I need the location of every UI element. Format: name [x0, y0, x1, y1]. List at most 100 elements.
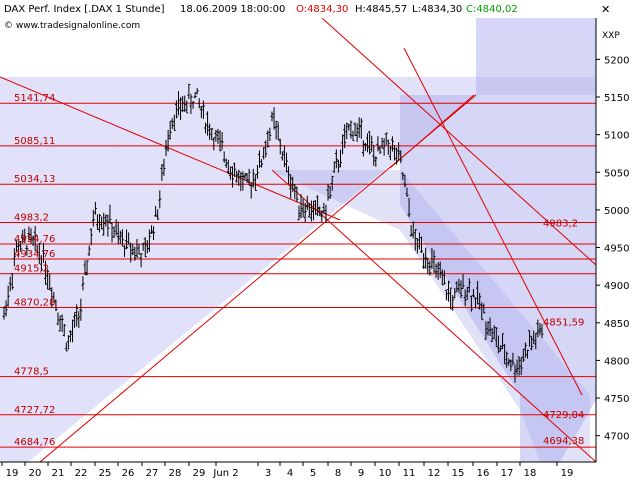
- price-bar: [68, 330, 72, 343]
- price-bar: [328, 186, 332, 199]
- y-tick-label: 5000: [604, 206, 629, 217]
- price-bar: [532, 330, 536, 345]
- x-tick-label: 9: [358, 468, 364, 479]
- x-tick-label: 27: [146, 468, 159, 479]
- price-bar: [415, 238, 419, 254]
- price-bar: [461, 273, 465, 290]
- price-bar: [149, 225, 153, 235]
- price-bar: [257, 150, 261, 168]
- x-tick-label: 15: [452, 468, 465, 479]
- x-tick-label: 8: [335, 468, 341, 479]
- price-bar: [411, 221, 415, 239]
- price-bar: [326, 183, 330, 201]
- price-bar: [91, 209, 95, 227]
- x-tick-label: 28: [169, 468, 182, 479]
- price-bar: [351, 130, 355, 142]
- price-bar: [2, 306, 6, 320]
- price-bar: [174, 100, 178, 119]
- price-bar: [21, 229, 25, 244]
- price-bar: [482, 303, 486, 314]
- price-bar: [540, 323, 544, 339]
- price-bar: [513, 364, 517, 383]
- price-bar: [334, 149, 338, 169]
- price-bar: [187, 83, 191, 99]
- price-bar: [54, 299, 58, 312]
- price-bar: [386, 139, 390, 155]
- right-annotations: 4983,2 4851,59 4729,04 4694,38: [543, 219, 584, 447]
- level-label: 4954,76: [14, 234, 55, 245]
- price-bar: [230, 166, 234, 188]
- price-bar: [305, 195, 309, 211]
- price-bar: [413, 229, 417, 251]
- price-bar: [56, 312, 60, 326]
- level-label: 4934,76: [14, 249, 55, 260]
- level-label: 4727,72: [14, 405, 55, 416]
- price-bar: [276, 122, 280, 140]
- price-bar: [417, 232, 421, 250]
- price-bar: [366, 133, 370, 153]
- price-bar: [50, 287, 54, 308]
- price-bar: [95, 214, 99, 231]
- price-bar: [120, 229, 124, 247]
- price-bar: [280, 151, 284, 161]
- price-bar: [141, 242, 145, 251]
- price-bar: [212, 137, 216, 151]
- price-bar: [81, 276, 85, 291]
- y-tick-label: 4900: [604, 281, 629, 292]
- price-bar: [58, 315, 62, 332]
- x-axis: 19 20 21 22 25 26 27 28 29 Jun 2 3 4 5 8 9 10 11 12 15 16 17…: [0, 461, 640, 480]
- price-bar: [147, 229, 151, 252]
- price-bar: [521, 348, 525, 362]
- price-bar: [10, 273, 14, 290]
- price-bar: [336, 159, 340, 173]
- x-tick-label: 21: [52, 468, 65, 479]
- price-bar: [395, 147, 399, 165]
- level-lines: [0, 102, 596, 448]
- price-bar: [179, 97, 183, 120]
- y-tick-label: 5100: [604, 131, 629, 142]
- x-tick-label: 19: [6, 468, 19, 479]
- trendline-falling-upper: [321, 17, 597, 266]
- level-label: 5034,13: [14, 174, 55, 185]
- price-bars: [2, 83, 544, 383]
- price-bar: [193, 91, 197, 99]
- price-bar: [449, 287, 453, 310]
- price-bar: [530, 336, 534, 351]
- x-tick-label: 5: [310, 468, 316, 479]
- price-bar: [4, 300, 8, 317]
- price-bar: [278, 138, 282, 155]
- price-bar: [409, 225, 413, 237]
- header-close: C:4840,02: [466, 4, 518, 15]
- x-tick-label: 18: [524, 468, 537, 479]
- header-high: H:4845,57: [355, 4, 407, 15]
- y-tick-label: 4750: [604, 394, 629, 405]
- right-annotation: 4983,2: [543, 219, 578, 230]
- y-tick-label: 5050: [604, 168, 629, 179]
- price-bar: [60, 314, 64, 332]
- watermark: © www.tradesignalonline.com: [4, 21, 140, 31]
- price-bar: [407, 197, 411, 218]
- rising-channel-fill: [0, 77, 596, 462]
- price-bar: [199, 105, 203, 119]
- price-bar: [528, 330, 532, 347]
- price-bar: [73, 312, 77, 328]
- price-bar: [228, 166, 232, 180]
- price-bar: [251, 168, 255, 188]
- level-label: 4778,5: [14, 367, 49, 378]
- close-icon[interactable]: ✕: [601, 3, 610, 16]
- y-axis-background: [596, 18, 640, 462]
- price-bar: [264, 140, 268, 158]
- price-bar: [370, 135, 374, 152]
- price-bar: [397, 142, 401, 161]
- corner-label: XXP: [602, 31, 620, 41]
- price-bar: [220, 132, 224, 150]
- price-bar: [405, 187, 409, 197]
- price-bar: [245, 173, 249, 183]
- price-bar: [465, 286, 469, 300]
- price-bar: [314, 199, 318, 215]
- price-bar: [224, 158, 228, 168]
- price-bar: [343, 124, 347, 149]
- price-bar: [83, 260, 87, 275]
- price-bar: [287, 166, 291, 185]
- price-bar: [349, 120, 353, 139]
